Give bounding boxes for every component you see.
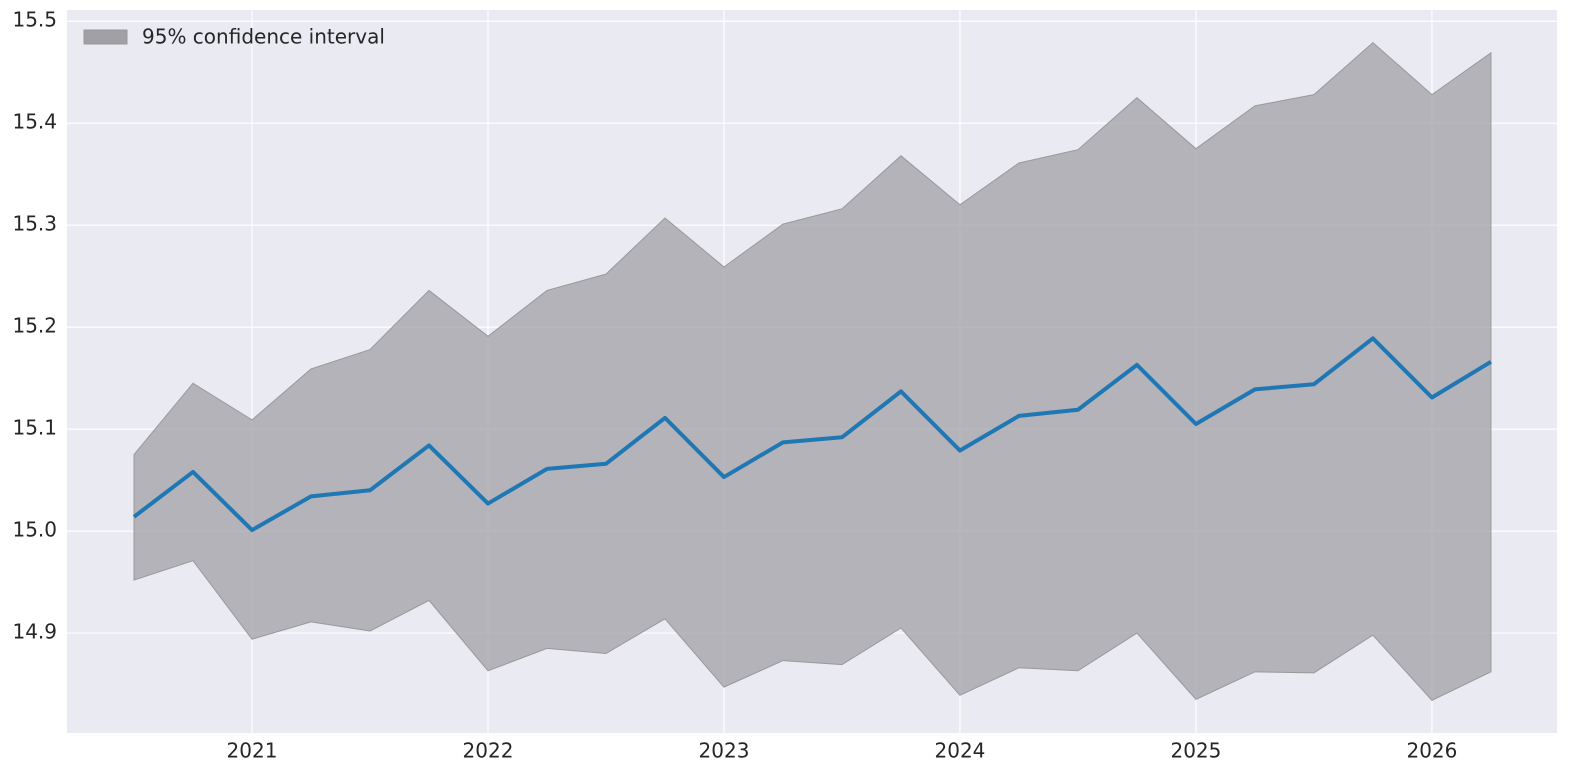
y-tick-label: 15.1 [12, 416, 57, 440]
x-tick-label: 2021 [227, 739, 278, 763]
legend-label: 95% confidence interval [142, 25, 385, 49]
y-tick-label: 15.5 [12, 8, 57, 32]
x-tick-label: 2022 [463, 739, 514, 763]
confidence-band [133, 41, 1492, 701]
line [132, 336, 1492, 533]
y-tick-label: 15.4 [12, 110, 57, 134]
x-tick-label: 2025 [1170, 739, 1221, 763]
y-tick-label: 15.0 [12, 518, 57, 542]
y-tick-label: 15.3 [12, 212, 57, 236]
x-tick-label: 2026 [1406, 739, 1457, 763]
x-tick-label: 2023 [699, 739, 750, 763]
y-tick-label: 15.2 [12, 314, 57, 338]
x-tick-label: 2024 [935, 739, 986, 763]
legend-swatch [83, 29, 128, 45]
y-tick-label: 14.9 [12, 620, 57, 644]
